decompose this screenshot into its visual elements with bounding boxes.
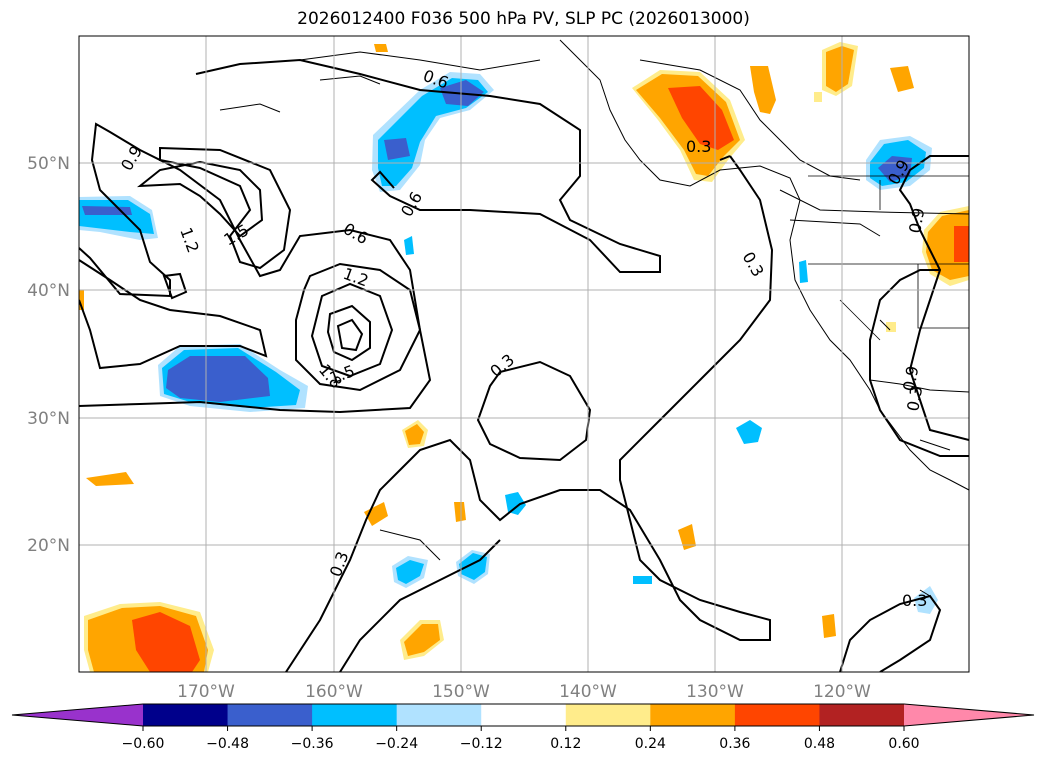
colorbar-segment — [650, 704, 736, 726]
map-title: 2026012400 F036 500 hPa PV, SLP PC (2026… — [297, 9, 750, 29]
lat-labels: 50°N 40°N 30°N 20°N — [27, 154, 70, 556]
lon-label: 130°W — [686, 682, 744, 702]
contour-label: 0.3 — [903, 384, 926, 412]
colorbar-segment — [396, 704, 482, 726]
colorbar-segment — [819, 704, 905, 726]
plot-border — [78, 35, 970, 673]
colorbar-tick-label: 0.12 — [550, 736, 581, 752]
colorbar-tick-label: 0.36 — [719, 736, 750, 752]
colorbar-segment — [227, 704, 313, 726]
colorbar-tick-label: −0.12 — [460, 736, 503, 752]
contour-label: 0.9 — [905, 206, 928, 234]
lat-label: 20°N — [27, 536, 70, 556]
lat-label: 30°N — [27, 409, 70, 429]
contour-label: 0.3 — [902, 591, 927, 610]
colorbar-tick-label: 0.60 — [888, 736, 919, 752]
lon-label: 120°W — [813, 682, 871, 702]
colorbar-segment — [143, 704, 229, 726]
lon-label: 150°W — [432, 682, 490, 702]
colorbar-tick-label: −0.48 — [206, 736, 249, 752]
colorbar-segment — [565, 704, 651, 726]
colorbar: −0.60 −0.48 −0.36 −0.24 −0.12 0.12 0.24 0.36 0.4… — [11, 703, 1035, 752]
lon-labels: 170°W 160°W 150°W 140°W 130°W 120°W — [177, 682, 871, 702]
colorbar-segment — [312, 704, 398, 726]
lon-label: 160°W — [305, 682, 363, 702]
colorbar-segment — [481, 704, 567, 726]
contour-label: 0.9 — [899, 364, 922, 392]
colorbar-segment — [734, 704, 820, 726]
colorbar-tick-label: 0.48 — [804, 736, 835, 752]
borders — [808, 175, 969, 341]
colorbar-tick-label: −0.36 — [291, 736, 334, 752]
lon-label: 140°W — [559, 682, 617, 702]
lat-label: 50°N — [27, 154, 70, 174]
colorbar-tick-label: −0.60 — [122, 736, 165, 752]
pv-shading — [79, 42, 969, 672]
coastlines — [219, 39, 969, 597]
colorbar-extend-min — [12, 704, 143, 726]
lat-label: 40°N — [27, 281, 70, 301]
colorbar-extend-max — [904, 704, 1034, 726]
contour-label: 0.3 — [686, 137, 711, 156]
gridlines — [79, 36, 969, 672]
colorbar-tick-label: −0.24 — [375, 736, 418, 752]
lon-label: 170°W — [177, 682, 235, 702]
colorbar-tick-label: 0.24 — [635, 736, 666, 752]
contours — [79, 58, 969, 672]
